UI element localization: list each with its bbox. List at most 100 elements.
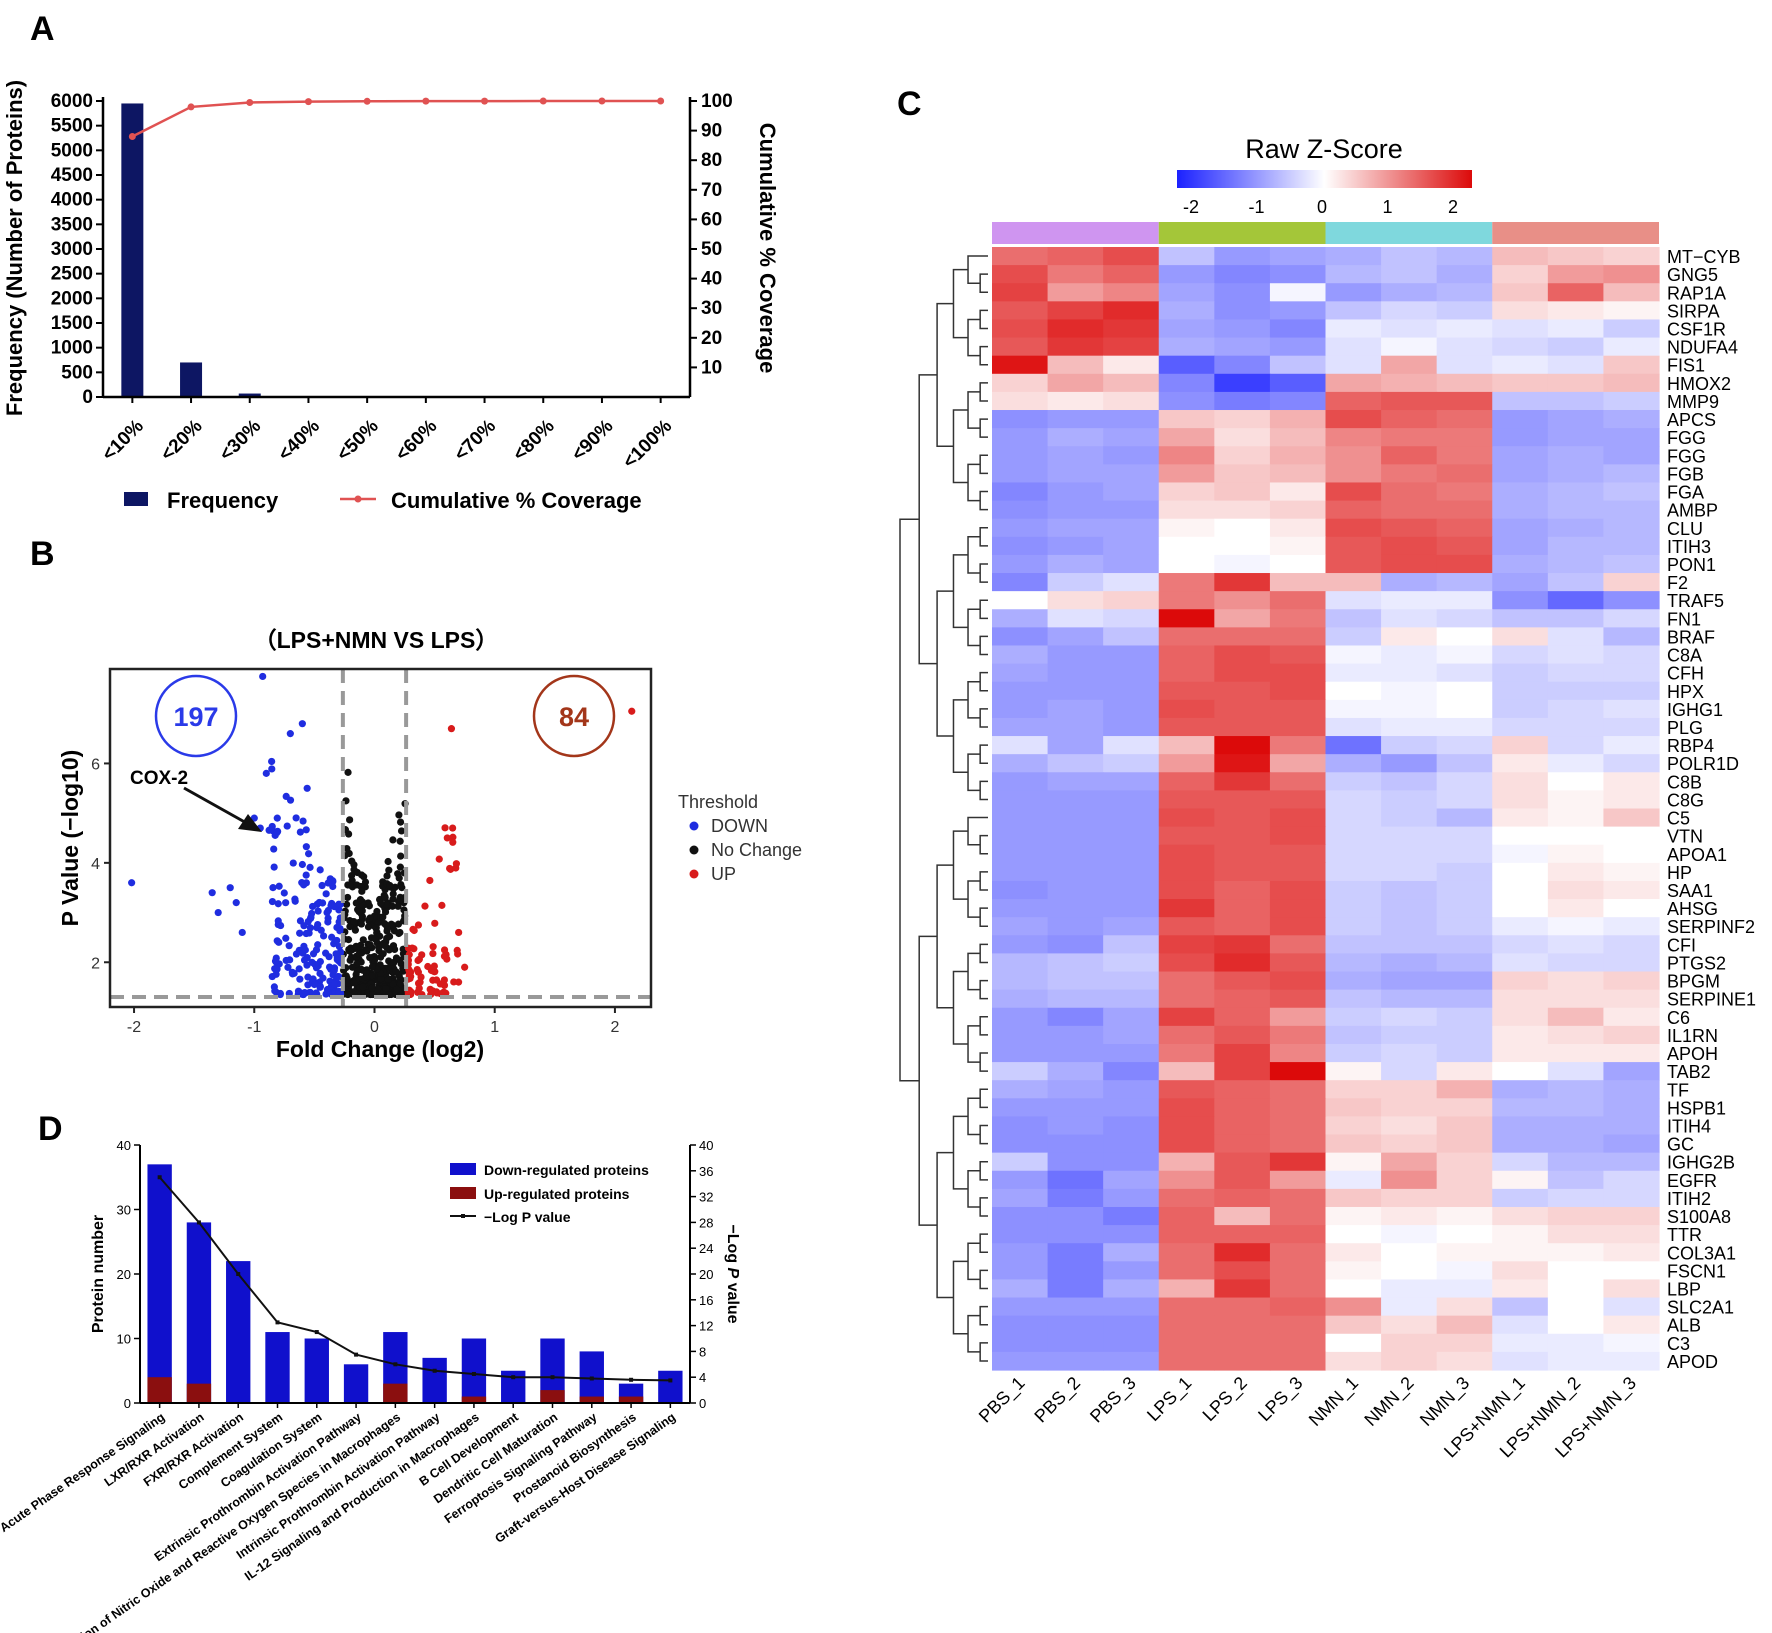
heatmap-cell: [992, 410, 1049, 429]
heatmap-cell: [1381, 410, 1438, 429]
heatmap-cell: [1603, 1043, 1660, 1063]
heatmap-cell: [1047, 808, 1104, 828]
heatmap-cell: [1047, 1116, 1104, 1136]
heatmap-cell: [1158, 1243, 1215, 1262]
heatmap-cell: [1325, 1025, 1382, 1045]
heatmap-cell: [1381, 736, 1438, 755]
volcano-point-up: [424, 962, 432, 971]
heatmap-cell: [1158, 482, 1215, 502]
heatmap-cell: [1325, 391, 1382, 411]
logp-point: [668, 1378, 673, 1383]
heatmap-cell: [1214, 645, 1271, 665]
heatmap-cell: [1436, 536, 1493, 556]
coverage-point: [304, 98, 312, 106]
volcano-point-down: [304, 973, 312, 981]
heatmap-cell: [1603, 410, 1660, 429]
volcano-point-nochange: [373, 907, 381, 916]
x-tick-label: <60%: [392, 416, 442, 466]
volcano-point-nochange: [355, 950, 363, 958]
volcano-point-up: [431, 919, 439, 927]
heatmap-cell: [1492, 591, 1549, 610]
heatmap-cell: [1603, 1333, 1660, 1353]
heatmap-cell: [1269, 826, 1327, 846]
heatmap-cell: [1047, 391, 1104, 411]
heatmap-cell: [1492, 1134, 1549, 1154]
heatmap-cell: [1436, 1170, 1493, 1190]
threshold-legend-label: UP: [711, 864, 736, 884]
heatmap-cell: [1214, 1315, 1271, 1335]
heatmap-cell: [1381, 337, 1438, 357]
heatmap-cell: [1381, 554, 1438, 574]
heatmap-cell: [1547, 1297, 1605, 1317]
x-tick-label: 1: [490, 1019, 499, 1036]
y-tick-label: 40: [117, 1138, 131, 1153]
x-tick-label: 0: [370, 1019, 379, 1036]
heatmap-cell: [1492, 627, 1549, 647]
heatmap-cell: [1381, 1134, 1438, 1154]
dendrogram-branch: [979, 943, 988, 964]
heatmap-cell: [1158, 247, 1215, 266]
volcano-point-up: [449, 833, 457, 841]
x-tick-label: <90%: [568, 416, 618, 466]
heatmap-cell: [1492, 265, 1549, 284]
heatmap-cell: [1158, 1007, 1215, 1027]
volcano-point-nochange: [368, 963, 377, 971]
heatmap-cell: [1325, 1080, 1382, 1099]
heatmap-cell: [1492, 355, 1549, 375]
y-tick-label: 2: [91, 955, 100, 972]
volcano-point-nochange: [353, 868, 361, 877]
heatmap-cell: [1325, 464, 1382, 484]
dendrogram-branch: [952, 970, 969, 1045]
heatmap-cell: [1158, 446, 1215, 465]
heatmap-cell: [1603, 1297, 1660, 1317]
volcano-point-down: [309, 902, 317, 911]
heatmap-cell: [1325, 1279, 1382, 1299]
heatmap-cell: [1047, 464, 1104, 484]
heatmap-cell: [1603, 627, 1660, 647]
volcano-point-nochange: [384, 975, 392, 984]
volcano-point-nochange: [384, 857, 392, 866]
row-label: SIRPA: [1667, 301, 1720, 321]
row-label: IGHG2B: [1667, 1153, 1735, 1173]
row-label: SLC2A1: [1667, 1298, 1734, 1318]
volcano-point-down: [322, 890, 330, 898]
heatmap-cell: [1381, 699, 1438, 719]
volcano-point-down: [268, 897, 277, 906]
heatmap-cell: [1492, 699, 1549, 719]
heatmap-cell: [1381, 373, 1438, 393]
volcano-point-up: [628, 707, 636, 715]
heatmap-cell: [1436, 899, 1493, 918]
x-tick-label: <30%: [216, 416, 266, 466]
volcano-point-down: [296, 975, 304, 983]
y2-tick-label: 24: [699, 1241, 713, 1256]
heatmap-cell: [1325, 699, 1382, 719]
heatmap-cell: [992, 428, 1049, 447]
volcano-point-nochange: [395, 929, 403, 938]
volcano-point-nochange: [386, 881, 394, 890]
volcano-point-up: [435, 855, 443, 863]
dendrogram-branch: [979, 907, 988, 927]
volcano-point-down: [300, 922, 308, 930]
heatmap-cell: [1158, 301, 1215, 321]
heatmap-cell: [1103, 1080, 1160, 1099]
volcano-point-up: [452, 860, 460, 868]
volcano-point-up: [455, 928, 463, 937]
volcano-point-nochange: [343, 893, 352, 902]
heatmap-cell: [1103, 1351, 1160, 1371]
heatmap-cell: [1436, 1152, 1493, 1172]
logp-point: [314, 1330, 319, 1335]
heatmap-cell: [992, 536, 1049, 556]
heatmap-cell: [1103, 862, 1160, 882]
volcano-point-nochange: [389, 836, 397, 844]
y2-axis-title: −Log P value: [724, 1224, 741, 1323]
heatmap-cell: [1214, 1080, 1271, 1099]
heatmap-cell: [1158, 645, 1215, 665]
volcano-point-nochange: [382, 921, 390, 929]
volcano-point-nochange: [382, 985, 390, 993]
heatmap-cell: [1103, 1007, 1160, 1027]
heatmap-cell: [1603, 464, 1660, 484]
heatmap-cell: [1325, 1116, 1382, 1136]
up-bar: [579, 1396, 604, 1403]
volcano-point-down: [311, 960, 319, 968]
volcano-point-nochange: [377, 899, 385, 907]
